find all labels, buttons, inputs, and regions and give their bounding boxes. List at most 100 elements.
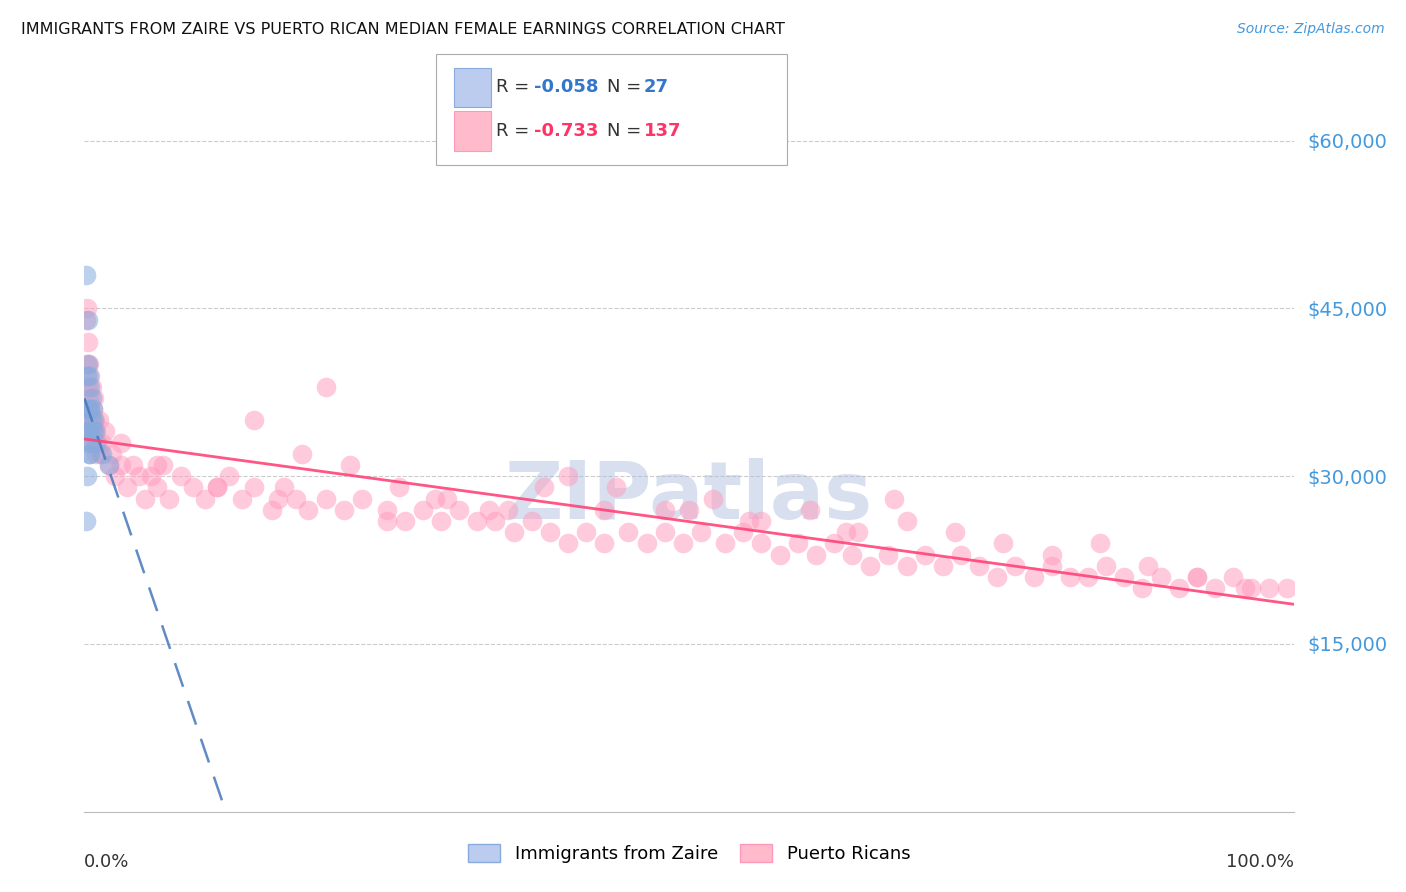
- Point: [79, 402, 101, 417]
- Point: [77, 358, 100, 372]
- Point: [702, 491, 724, 506]
- Point: [86, 435, 108, 450]
- Point: [181, 480, 204, 494]
- Point: [835, 525, 858, 540]
- Point: [1004, 558, 1026, 573]
- Point: [1059, 570, 1081, 584]
- Point: [593, 502, 616, 516]
- Point: [986, 570, 1008, 584]
- Point: [896, 558, 918, 573]
- Text: ZIPatlas: ZIPatlas: [505, 458, 873, 536]
- Point: [1137, 558, 1160, 573]
- Point: [82, 402, 104, 417]
- Point: [436, 491, 458, 506]
- Point: [76, 368, 98, 383]
- Point: [333, 502, 356, 516]
- Point: [733, 525, 755, 540]
- Point: [339, 458, 361, 472]
- Point: [1022, 570, 1045, 584]
- Point: [654, 502, 676, 516]
- Text: R =: R =: [496, 122, 536, 140]
- Point: [993, 536, 1015, 550]
- Point: [242, 413, 264, 427]
- Point: [557, 469, 579, 483]
- Point: [84, 425, 107, 439]
- Point: [80, 380, 103, 394]
- Point: [79, 368, 101, 383]
- Point: [352, 491, 374, 506]
- Point: [94, 425, 117, 439]
- Point: [91, 447, 114, 461]
- Point: [77, 447, 100, 461]
- Point: [449, 502, 471, 516]
- Point: [79, 380, 101, 394]
- Point: [914, 548, 936, 562]
- Point: [170, 469, 193, 483]
- Point: [672, 536, 695, 550]
- Point: [738, 514, 761, 528]
- Text: 137: 137: [644, 122, 682, 140]
- Point: [86, 447, 108, 461]
- Point: [83, 425, 105, 439]
- Point: [557, 536, 579, 550]
- Point: [87, 413, 110, 427]
- Point: [315, 380, 337, 394]
- Point: [502, 525, 524, 540]
- Point: [932, 558, 955, 573]
- Point: [97, 458, 120, 472]
- Point: [75, 514, 97, 528]
- Point: [1185, 570, 1208, 584]
- Point: [80, 413, 103, 427]
- Point: [152, 458, 174, 472]
- Point: [1240, 581, 1263, 595]
- Point: [86, 435, 108, 450]
- Point: [101, 447, 124, 461]
- Point: [134, 491, 156, 506]
- Point: [79, 447, 101, 461]
- Point: [315, 491, 337, 506]
- Point: [77, 334, 100, 349]
- Point: [76, 469, 98, 483]
- Point: [146, 480, 169, 494]
- Point: [76, 301, 98, 316]
- Point: [496, 502, 519, 516]
- Point: [80, 435, 103, 450]
- Point: [273, 480, 295, 494]
- Point: [654, 525, 676, 540]
- Text: Source: ZipAtlas.com: Source: ZipAtlas.com: [1237, 22, 1385, 37]
- Point: [284, 491, 308, 506]
- Point: [207, 480, 229, 494]
- Point: [1132, 581, 1154, 595]
- Point: [89, 447, 111, 461]
- Point: [877, 548, 900, 562]
- Point: [1222, 570, 1244, 584]
- Point: [297, 502, 319, 516]
- Point: [77, 435, 100, 450]
- Point: [231, 491, 253, 506]
- Point: [1258, 581, 1281, 595]
- Point: [91, 435, 114, 450]
- Point: [943, 525, 966, 540]
- Point: [97, 458, 120, 472]
- Point: [1077, 570, 1099, 584]
- Point: [804, 548, 827, 562]
- Point: [1149, 570, 1171, 584]
- Point: [80, 413, 103, 427]
- Point: [375, 502, 398, 516]
- Point: [423, 491, 446, 506]
- Point: [605, 480, 627, 494]
- Point: [110, 458, 132, 472]
- Legend: Immigrants from Zaire, Puerto Ricans: Immigrants from Zaire, Puerto Ricans: [461, 837, 917, 870]
- Point: [76, 358, 98, 372]
- Point: [79, 425, 101, 439]
- Point: [83, 413, 105, 427]
- Point: [139, 469, 162, 483]
- Point: [260, 502, 283, 516]
- Point: [77, 402, 100, 417]
- Point: [77, 425, 100, 439]
- Point: [467, 514, 489, 528]
- Text: N =: N =: [607, 122, 647, 140]
- Point: [375, 514, 398, 528]
- Point: [291, 447, 314, 461]
- Point: [538, 525, 561, 540]
